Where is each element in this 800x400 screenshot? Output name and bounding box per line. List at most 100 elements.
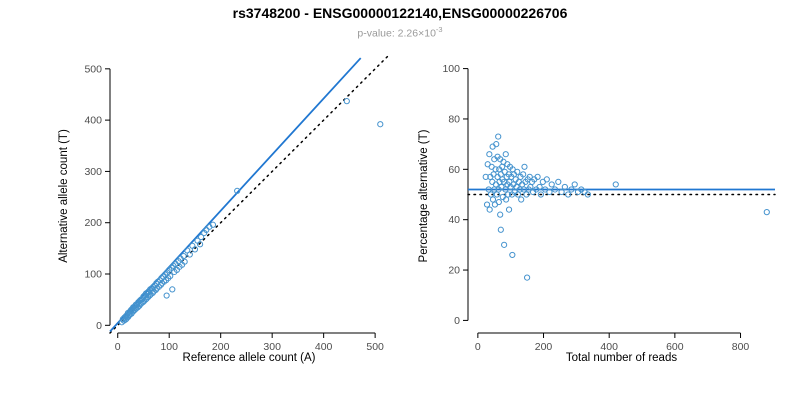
chart-left: 0 100 200 300 400 500 0 100 200 300 400 500 bbox=[84, 55, 389, 353]
data-point bbox=[492, 166, 499, 173]
data-point bbox=[543, 176, 550, 183]
data-point bbox=[561, 183, 568, 191]
y-tick-label: 400 bbox=[84, 115, 102, 127]
data-point bbox=[180, 252, 187, 260]
y-tick-label: 0 bbox=[454, 315, 460, 327]
x-tick-label: 300 bbox=[263, 341, 281, 353]
y-tick-label: 0 bbox=[96, 320, 102, 332]
data-point bbox=[536, 183, 543, 191]
data-point bbox=[483, 201, 491, 208]
data-point bbox=[514, 191, 522, 198]
data-point bbox=[502, 151, 509, 158]
y-tick-label: 300 bbox=[84, 166, 102, 178]
data-point bbox=[486, 151, 493, 158]
data-point bbox=[523, 191, 530, 198]
data-point bbox=[234, 187, 241, 195]
data-point bbox=[534, 173, 541, 180]
left-x-axis-label: Reference allele count (A) bbox=[182, 352, 316, 364]
data-point bbox=[487, 191, 495, 198]
x-tick-label: 800 bbox=[732, 341, 750, 353]
data-point bbox=[501, 241, 508, 248]
data-point bbox=[558, 188, 565, 196]
data-point bbox=[551, 186, 559, 193]
y-tick-label: 80 bbox=[448, 113, 460, 125]
data-point bbox=[565, 191, 572, 198]
x-tick-label: 100 bbox=[160, 341, 178, 353]
data-point bbox=[167, 272, 174, 280]
x-tick-label: 400 bbox=[600, 341, 618, 353]
data-point bbox=[495, 133, 502, 140]
data-point bbox=[518, 196, 525, 203]
p-value: p-value: 2.26×10-3 bbox=[0, 25, 800, 40]
data-point bbox=[504, 191, 512, 198]
y-tick-label: 100 bbox=[84, 269, 102, 281]
data-point bbox=[537, 191, 544, 198]
right-x-axis-label: Total number of reads bbox=[565, 352, 678, 364]
y-tick-label: 60 bbox=[448, 164, 460, 176]
data-point bbox=[505, 206, 513, 213]
data-point bbox=[524, 274, 531, 281]
data-point bbox=[163, 292, 170, 299]
data-point bbox=[119, 316, 126, 323]
data-point bbox=[526, 173, 533, 180]
data-point bbox=[377, 121, 384, 128]
data-point bbox=[516, 186, 523, 193]
y-tick-label: 40 bbox=[448, 214, 460, 226]
data-point bbox=[198, 233, 205, 241]
data-point bbox=[152, 286, 159, 294]
x-tick-label: 600 bbox=[666, 341, 684, 353]
plot-title: rs3748200 - ENSG00000122140,ENSG00000226… bbox=[232, 5, 568, 21]
data-point bbox=[555, 178, 562, 186]
data-point bbox=[189, 242, 196, 249]
x-tick-label: 200 bbox=[212, 341, 230, 353]
data-point bbox=[493, 141, 500, 148]
data-point bbox=[209, 221, 217, 228]
data-point bbox=[763, 209, 770, 216]
x-tick-label: 0 bbox=[115, 341, 121, 353]
data-point bbox=[143, 295, 150, 302]
y-tick-label: 200 bbox=[84, 217, 102, 229]
data-point bbox=[568, 186, 575, 193]
data-point bbox=[521, 163, 528, 170]
data-point bbox=[502, 196, 510, 203]
left-y-axis-label: Alternative allele count (T) bbox=[58, 129, 70, 263]
data-point bbox=[343, 98, 350, 105]
data-point bbox=[181, 258, 188, 265]
x-tick-label: 500 bbox=[366, 341, 384, 353]
data-point bbox=[546, 188, 553, 196]
x-tick-label: 200 bbox=[535, 341, 553, 353]
data-point bbox=[486, 206, 493, 213]
data-point bbox=[482, 173, 489, 180]
data-point bbox=[201, 229, 208, 237]
data-point bbox=[196, 241, 204, 248]
x-tick-label: 0 bbox=[475, 341, 481, 353]
p-value-text: p-value: 2.26×10 bbox=[357, 27, 436, 40]
y-tick-label: 100 bbox=[442, 63, 460, 75]
data-point bbox=[548, 181, 555, 188]
data-point bbox=[612, 181, 619, 188]
data-point bbox=[520, 171, 527, 178]
data-point bbox=[169, 286, 176, 293]
y-tick-label: 500 bbox=[84, 63, 102, 75]
data-point bbox=[149, 289, 156, 297]
data-point bbox=[497, 211, 504, 218]
data-point bbox=[502, 186, 509, 193]
right-y-axis-label: Percentage alternative (T) bbox=[418, 129, 430, 263]
p-value-exponent: -3 bbox=[435, 25, 443, 34]
data-point bbox=[495, 198, 502, 206]
data-point bbox=[186, 251, 193, 258]
data-point bbox=[497, 226, 504, 233]
data-point bbox=[489, 196, 497, 203]
x-tick-label: 400 bbox=[315, 341, 333, 353]
data-point bbox=[509, 251, 516, 259]
chart-right: 0 200 400 600 800 0 20 40 60 80 100 bbox=[442, 63, 776, 353]
y-tick-label: 20 bbox=[448, 265, 460, 277]
data-point bbox=[584, 191, 591, 198]
data-point bbox=[203, 226, 210, 233]
data-point bbox=[571, 181, 578, 188]
data-point bbox=[514, 168, 521, 175]
data-point bbox=[157, 281, 165, 288]
data-point bbox=[191, 246, 199, 253]
